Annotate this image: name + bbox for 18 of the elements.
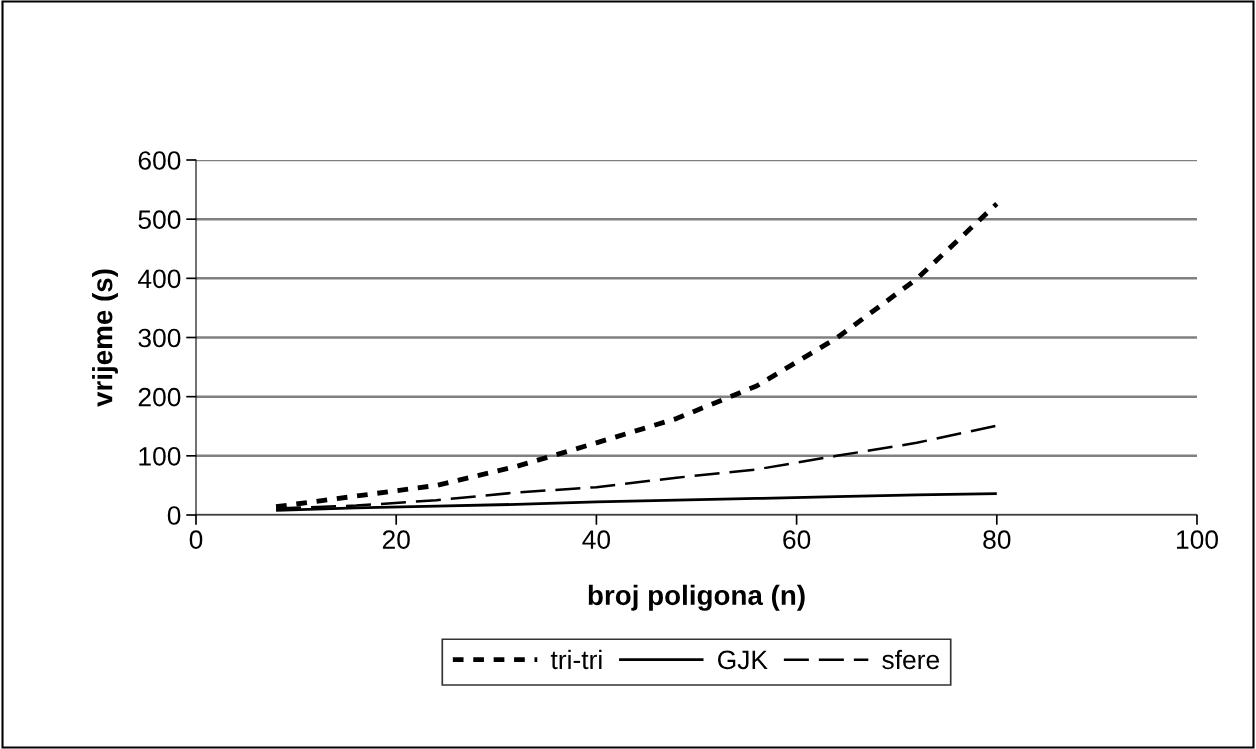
x-tick-label: 40 (582, 530, 611, 549)
y-tick-label: 500 (138, 210, 181, 229)
legend-label: tri-tri (550, 649, 602, 670)
x-tick-label: 20 (382, 530, 410, 549)
y-tick-label: 0 (167, 506, 181, 525)
y-tick-label: 100 (139, 446, 181, 466)
y-tick-label: 600 (138, 151, 181, 170)
y-tick-label: 400 (138, 269, 181, 289)
x-tick-label: 60 (783, 530, 811, 549)
x-tick-label: 0 (189, 530, 203, 549)
x-tick-label: 80 (983, 530, 1011, 549)
y-tick-label: 300 (138, 328, 181, 348)
y-axis-title: vrijeme (s) (92, 269, 118, 407)
y-tick-label: 200 (138, 387, 181, 407)
legend-label: GJK (718, 650, 768, 670)
x-axis-title: broj poligona (n) (588, 584, 805, 611)
x-tick-label: 100 (1177, 530, 1218, 549)
legend-label: sfere (882, 649, 939, 670)
